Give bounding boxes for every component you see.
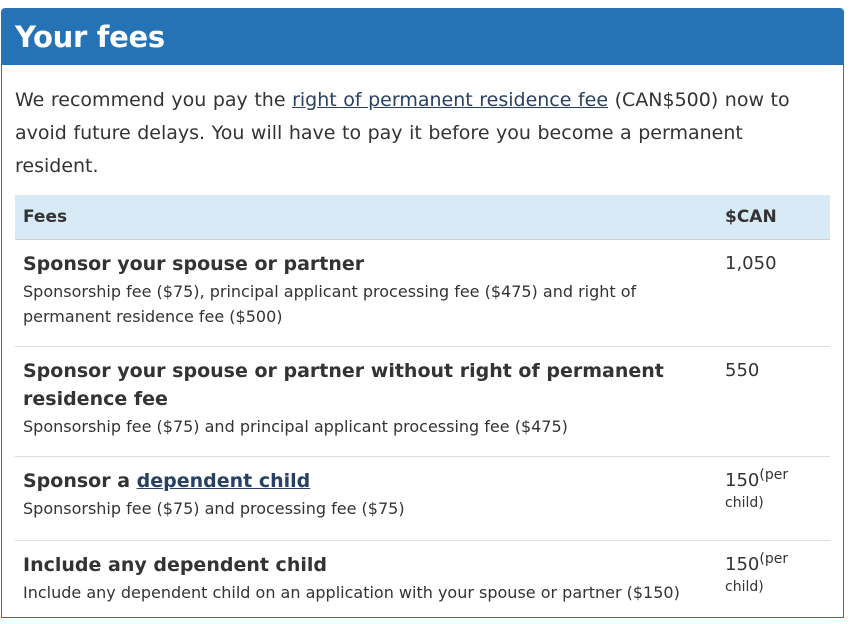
fee-amount-value: 150 xyxy=(725,470,759,491)
fees-table: Fees $CAN Sponsor your spouse or partner… xyxy=(15,195,830,624)
fees-panel: Your fees We recommend you pay the right… xyxy=(1,8,844,618)
fee-name: Include any dependent child xyxy=(23,551,709,579)
panel-header: Your fees xyxy=(2,9,843,65)
fee-name: Sponsor your spouse or partner without r… xyxy=(23,357,709,413)
fee-cell: Sponsor your spouse or partner Sponsorsh… xyxy=(15,240,717,347)
fee-cell: Sponsor your spouse or partner without r… xyxy=(15,347,717,457)
fee-cell: Include any dependent child Include any … xyxy=(15,541,717,624)
fee-description: Include any dependent child on an applic… xyxy=(23,580,709,605)
amount-column-header: $CAN xyxy=(717,195,830,240)
fees-column-header: Fees xyxy=(15,195,717,240)
fee-amount: 150(per child) xyxy=(725,554,788,603)
fee-name-prefix: Sponsor a xyxy=(23,470,137,492)
table-row: Sponsor your spouse or partner without r… xyxy=(15,347,830,457)
amount-cell: 150(per child) xyxy=(717,457,830,541)
intro-paragraph: We recommend you pay the right of perman… xyxy=(15,84,830,183)
fee-cell: Sponsor a dependent child Sponsorship fe… xyxy=(15,457,717,541)
fee-name: Sponsor a dependent child xyxy=(23,467,709,495)
fee-description: Sponsorship fee ($75) and principal appl… xyxy=(23,414,709,439)
fee-name: Sponsor your spouse or partner xyxy=(23,250,709,278)
panel-title: Your fees xyxy=(15,20,165,54)
fee-description: Sponsorship fee ($75) and processing fee… xyxy=(23,496,709,521)
amount-cell: 550 xyxy=(717,347,830,457)
fee-description: Sponsorship fee ($75), principal applica… xyxy=(23,279,709,329)
fee-amount-value: 150 xyxy=(725,554,759,575)
table-row: Sponsor your spouse or partner Sponsorsh… xyxy=(15,240,830,347)
fee-amount: 550 xyxy=(725,360,759,381)
fee-amount: 150(per child) xyxy=(725,470,788,519)
intro-text-before: We recommend you pay the xyxy=(15,89,292,111)
table-header-row: Fees $CAN xyxy=(15,195,830,240)
table-row: Include any dependent child Include any … xyxy=(15,541,830,624)
fee-amount: 1,050 xyxy=(725,253,777,274)
amount-cell: 150(per child) xyxy=(717,541,830,624)
table-row: Sponsor a dependent child Sponsorship fe… xyxy=(15,457,830,541)
permanent-residence-fee-link[interactable]: right of permanent residence fee xyxy=(292,89,608,111)
amount-cell: 1,050 xyxy=(717,240,830,347)
dependent-child-link[interactable]: dependent child xyxy=(137,470,311,492)
